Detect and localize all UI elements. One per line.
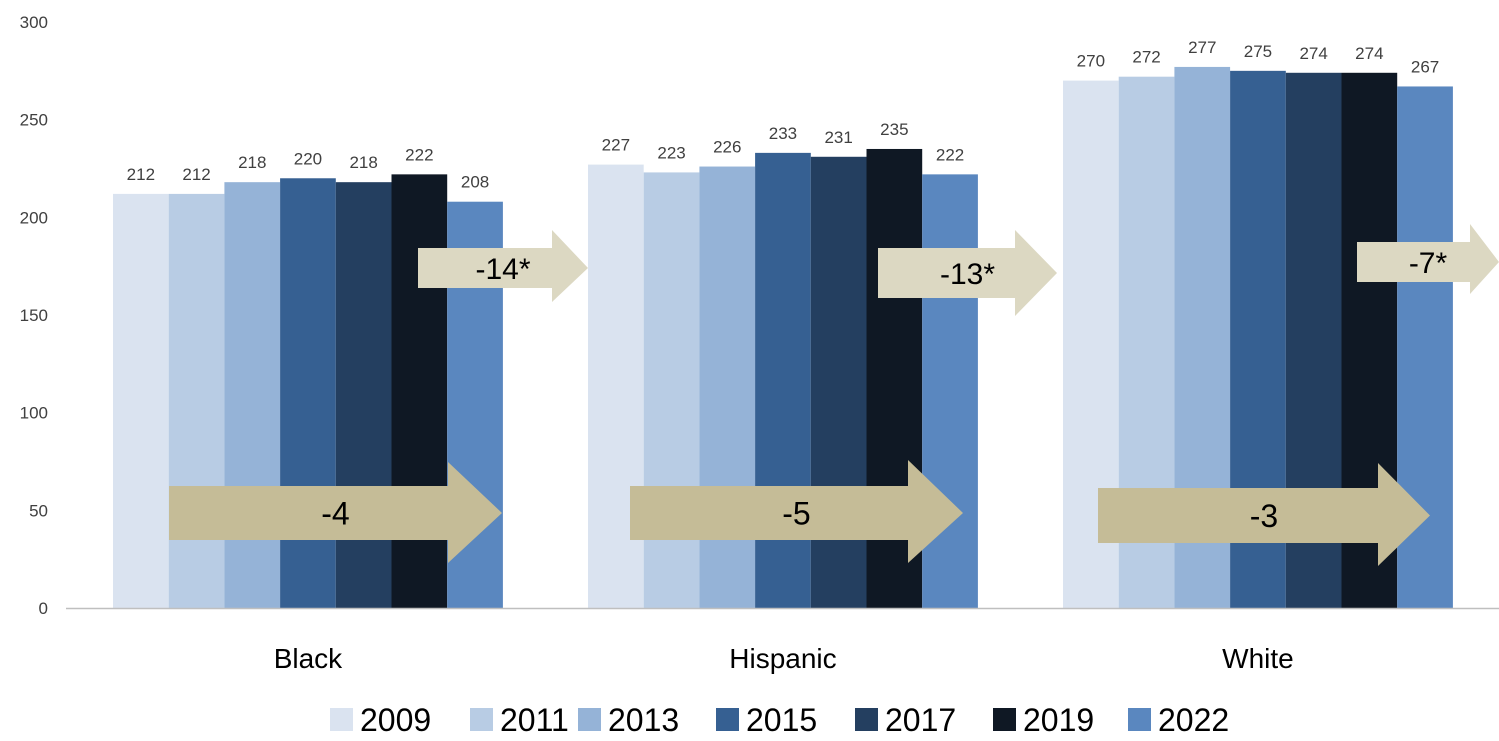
legend-swatch [716, 708, 739, 731]
legend-label: 2019 [1023, 702, 1094, 738]
data-label: 212 [182, 165, 210, 184]
legend-swatch [1128, 708, 1151, 731]
y-tick-label: 200 [20, 208, 48, 227]
y-tick-label: 300 [20, 13, 48, 32]
bar-hispanic-2009 [588, 164, 644, 609]
change-arrows: -14* -13* -7* -4 -5 -3 [169, 224, 1499, 566]
y-tick-label: 100 [20, 404, 48, 423]
legend-label: 2017 [885, 702, 956, 738]
long-term-arrow-shape [630, 460, 963, 563]
data-label: 222 [405, 145, 433, 164]
data-label: 226 [713, 138, 741, 157]
data-label: 208 [461, 173, 489, 192]
short-term-arrow-shape [418, 230, 588, 302]
data-label: 274 [1299, 44, 1327, 63]
category-labels: Black Hispanic White [274, 643, 1294, 674]
legend-swatch [855, 708, 878, 731]
long-term-arrow-shape [1098, 463, 1430, 566]
data-label: 231 [824, 128, 852, 147]
bar-hispanic-2017 [810, 156, 867, 608]
bar-hispanic-2011 [643, 172, 700, 608]
data-label: 235 [880, 120, 908, 139]
long-term-arrow-label: -4 [321, 496, 349, 532]
data-label: 222 [936, 145, 964, 164]
bar-black-2019 [391, 174, 448, 609]
data-label: 267 [1411, 57, 1439, 76]
legend-label: 2022 [1158, 702, 1229, 738]
data-label: 274 [1355, 44, 1383, 63]
category-label: Hispanic [729, 643, 836, 674]
data-label: 212 [127, 165, 155, 184]
data-labels: 212 212 218 220 218 222 208 227 223 226 233 231 235 2… [127, 38, 1440, 192]
legend-swatch [993, 708, 1016, 731]
legend-swatch [578, 708, 601, 731]
bar-hispanic-2013 [699, 166, 756, 608]
y-tick-label: 150 [20, 306, 48, 325]
bar-hispanic-2022 [922, 174, 978, 609]
legend-swatch [470, 708, 493, 731]
bar-black-2009 [113, 193, 169, 609]
legend-swatch [330, 708, 353, 731]
bar-black-2011 [168, 193, 225, 609]
legend-label: 2009 [360, 702, 431, 738]
short-term-arrow-label: -14* [475, 253, 530, 286]
y-tick-label: 250 [20, 111, 48, 130]
y-tick-label: 50 [29, 501, 48, 520]
long-term-arrow-label: -3 [1250, 498, 1278, 534]
legend-label: 2015 [746, 702, 817, 738]
data-label: 277 [1188, 38, 1216, 57]
y-axis-ticks: 0 50 100 150 200 250 300 [20, 13, 48, 618]
data-label: 270 [1077, 52, 1105, 71]
category-label: White [1222, 643, 1294, 674]
y-tick-label: 0 [39, 599, 48, 618]
data-label: 223 [657, 143, 685, 162]
long-term-arrow-shape [169, 462, 502, 563]
legend: 2009 2011 2013 2015 2017 2019 2022 [330, 702, 1229, 738]
short-term-arrow-label: -13* [940, 258, 995, 291]
data-label: 233 [769, 124, 797, 143]
data-label: 227 [602, 136, 630, 155]
short-term-arrow-label: -7* [1409, 247, 1448, 280]
legend-label: 2011 [500, 702, 569, 738]
legend-label: 2013 [608, 702, 679, 738]
bar-black-2013 [224, 182, 281, 608]
data-label: 275 [1244, 42, 1272, 61]
data-label: 218 [238, 153, 266, 172]
short-term-arrow-shape [878, 230, 1057, 316]
bar-black-2015 [280, 178, 336, 608]
category-label: Black [274, 643, 343, 674]
long-term-arrow-label: -5 [782, 496, 810, 532]
short-term-arrow-shape [1357, 224, 1499, 294]
data-label: 218 [349, 153, 377, 172]
data-label: 220 [294, 149, 322, 168]
data-label: 272 [1132, 48, 1160, 67]
bar-black-2017 [335, 182, 392, 608]
